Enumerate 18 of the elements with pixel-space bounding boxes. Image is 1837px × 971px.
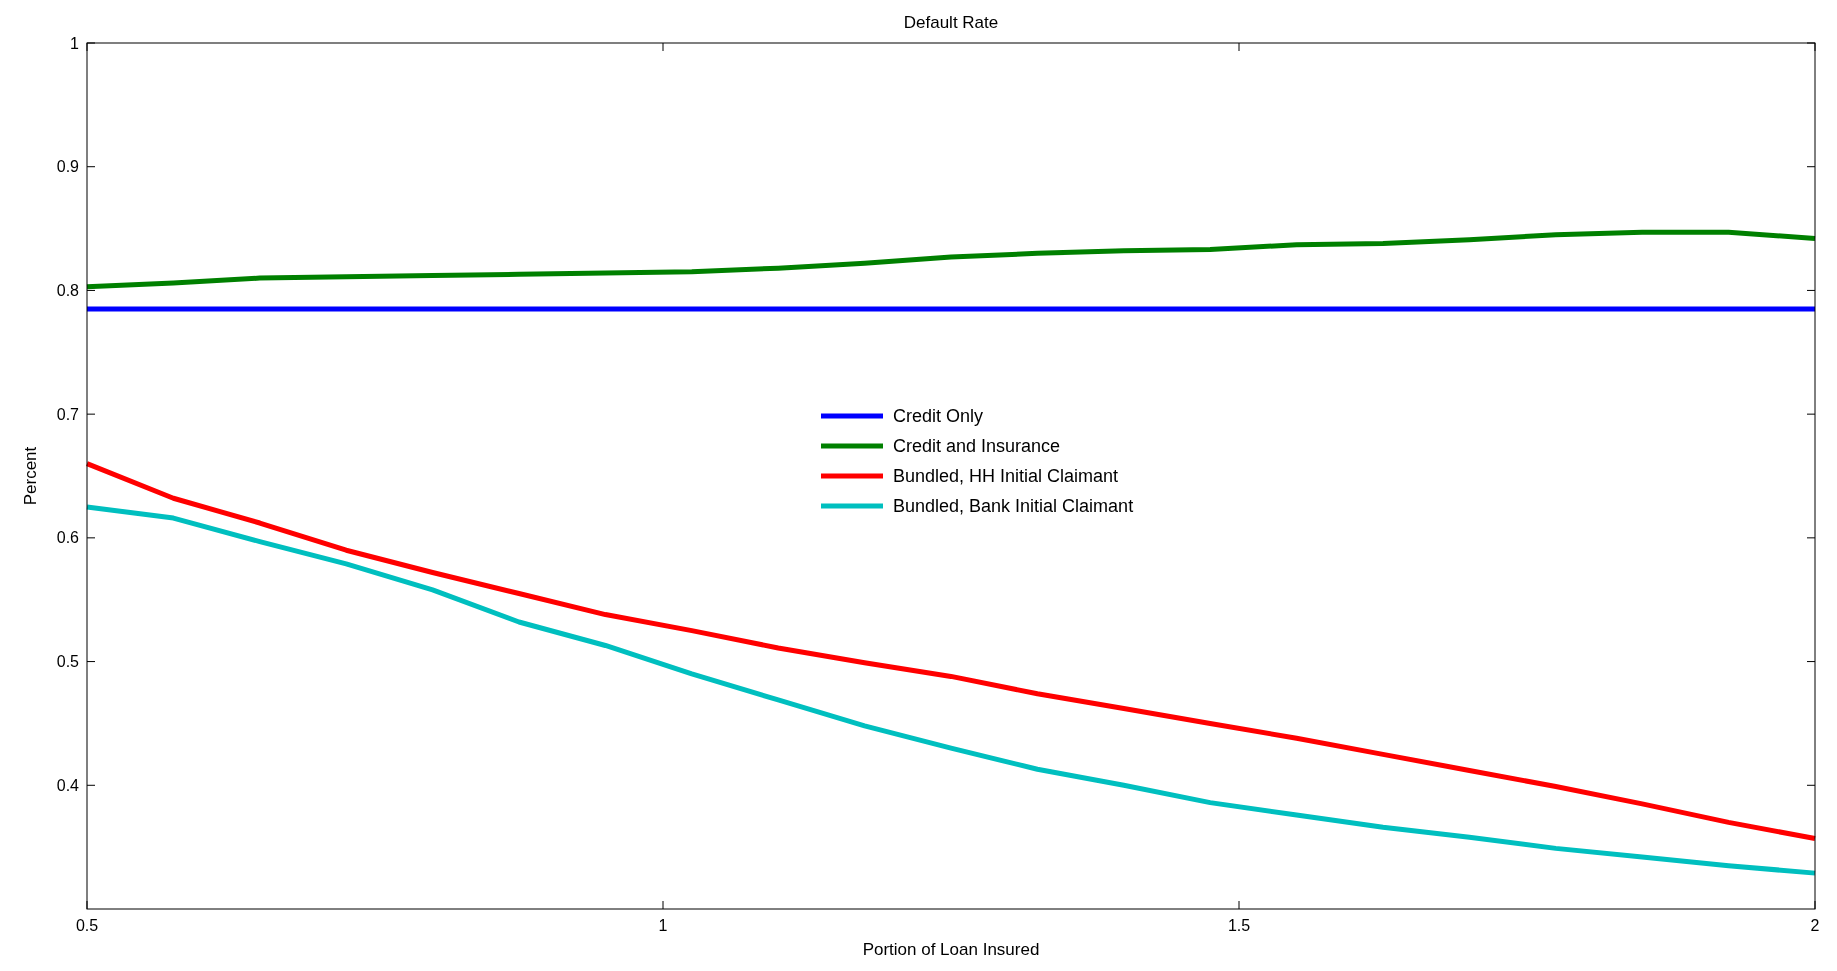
x-axis-title: Portion of Loan Insured [862,940,1040,959]
legend-label: Bundled, HH Initial Claimant [893,466,1119,487]
y-tick-label: 0.4 [56,776,80,794]
y-tick-label: 0.9 [56,158,80,176]
y-axis-title: Percent [21,446,40,506]
legend-label: Credit and Insurance [893,436,1061,457]
y-tick-label: 1 [70,34,80,52]
y-tick-label: 0.8 [56,282,80,300]
y-tick-label: 0.5 [56,653,80,671]
x-tick-label: 1 [658,917,668,934]
y-tick-label: 0.7 [56,405,80,423]
y-tick-label: 0.6 [56,529,80,547]
legend-label: Credit Only [893,406,984,427]
x-tick-label: 2 [1810,917,1820,934]
x-tick-label: 1.5 [1227,917,1251,934]
x-tick-label: 0.5 [75,917,99,934]
chart-title: Default Rate [903,13,999,32]
legend-label: Bundled, Bank Initial Claimant [893,496,1134,517]
